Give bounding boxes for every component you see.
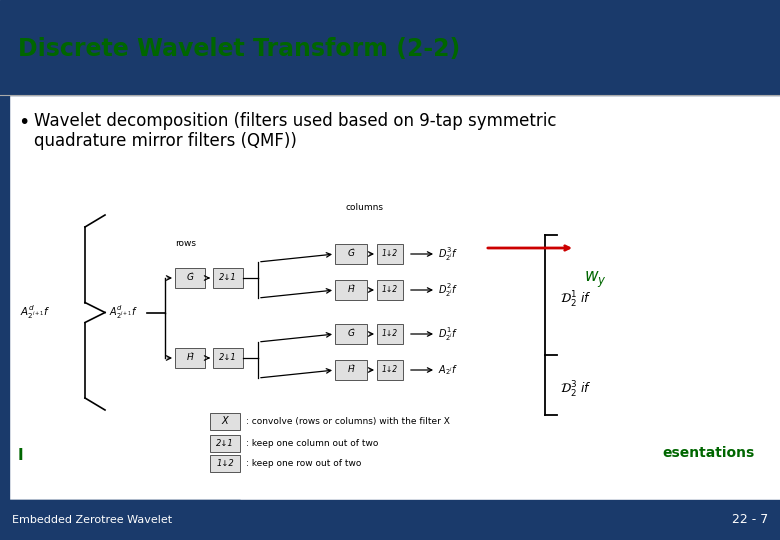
Text: esentations: esentations <box>663 446 755 460</box>
Text: $w_y$: $w_y$ <box>583 270 606 290</box>
Text: $\mathcal{D}^1_2$ if: $\mathcal{D}^1_2$ if <box>560 290 591 310</box>
Text: columns: columns <box>345 204 383 213</box>
Text: $A_{2^i}f$: $A_{2^i}f$ <box>438 363 458 377</box>
Text: 1↓2: 1↓2 <box>382 249 398 259</box>
Text: I: I <box>18 448 23 462</box>
Text: Discrete Wavelet Transform (2-2): Discrete Wavelet Transform (2-2) <box>18 37 460 61</box>
Text: Wavelet decomposition (filters used based on 9-tap symmetric: Wavelet decomposition (filters used base… <box>34 112 556 131</box>
Text: $A^d_{2^{i+1}}f$: $A^d_{2^{i+1}}f$ <box>109 303 138 321</box>
Text: : convolve (rows or columns) with the filter X: : convolve (rows or columns) with the fi… <box>246 417 450 426</box>
Text: •: • <box>18 112 30 132</box>
Bar <box>0 0 780 94</box>
Text: $D^1_{2^i}f$: $D^1_{2^i}f$ <box>438 325 459 343</box>
Text: $D^2_{2^i}f$: $D^2_{2^i}f$ <box>438 281 459 299</box>
Bar <box>175 268 205 288</box>
Bar <box>335 280 367 300</box>
Text: 2↓1: 2↓1 <box>219 273 237 282</box>
Bar <box>0 94 9 500</box>
Bar <box>210 413 240 430</box>
Bar <box>0 500 780 540</box>
Text: Ĥ: Ĥ <box>348 366 354 375</box>
Text: 1↓2: 1↓2 <box>382 286 398 294</box>
Text: Embedded Zerotree Wavelet: Embedded Zerotree Wavelet <box>12 515 172 525</box>
Bar <box>335 244 367 264</box>
Bar <box>0 500 240 540</box>
Bar <box>377 244 403 264</box>
Text: Ĝ: Ĝ <box>348 329 354 339</box>
Text: 1↓2: 1↓2 <box>216 459 234 468</box>
Text: Ĝ: Ĝ <box>348 249 354 259</box>
Text: $D^3_{2^i}f$: $D^3_{2^i}f$ <box>438 245 459 263</box>
Text: : keep one column out of two: : keep one column out of two <box>246 439 378 448</box>
Bar <box>335 360 367 380</box>
Bar <box>213 268 243 288</box>
Text: $\mathcal{D}^3_2$ if: $\mathcal{D}^3_2$ if <box>560 380 591 400</box>
Text: 1↓2: 1↓2 <box>382 329 398 339</box>
Text: Ĝ: Ĝ <box>186 273 193 282</box>
Bar <box>210 435 240 452</box>
Text: : keep one row out of two: : keep one row out of two <box>246 459 361 468</box>
Text: 22 - 7: 22 - 7 <box>732 513 768 526</box>
Text: rows: rows <box>175 239 196 247</box>
Text: $A^d_{2^{i+1}}f$: $A^d_{2^{i+1}}f$ <box>20 303 51 321</box>
Text: quadrature mirror filters (QMF)): quadrature mirror filters (QMF)) <box>34 132 297 151</box>
Bar <box>210 455 240 472</box>
Text: Ĥ: Ĥ <box>186 354 193 362</box>
Bar <box>377 280 403 300</box>
Bar <box>335 324 367 344</box>
Bar <box>213 348 243 368</box>
Bar <box>175 348 205 368</box>
Bar <box>377 360 403 380</box>
Text: X: X <box>222 416 229 427</box>
Bar <box>377 324 403 344</box>
Text: 2↓1: 2↓1 <box>216 439 234 448</box>
Text: 2↓1: 2↓1 <box>219 354 237 362</box>
Text: Ĥ: Ĥ <box>348 286 354 294</box>
Text: 1↓2: 1↓2 <box>382 366 398 375</box>
